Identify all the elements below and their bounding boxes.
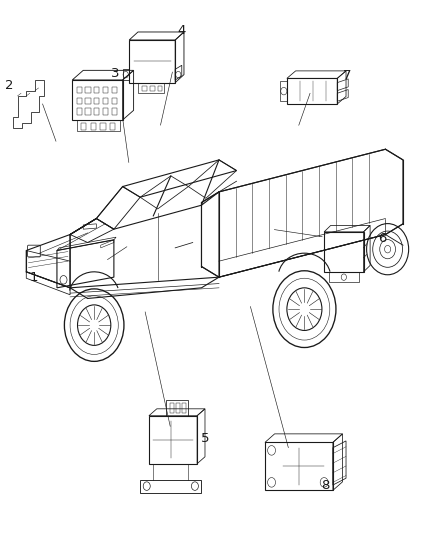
Bar [110, 123, 115, 130]
Bar [103, 98, 108, 104]
Text: 1: 1 [30, 271, 39, 284]
Bar [81, 123, 86, 130]
Bar [103, 87, 108, 93]
Text: 3: 3 [111, 67, 120, 80]
Bar [94, 98, 99, 104]
Bar [85, 87, 91, 93]
Bar [150, 86, 155, 91]
Bar [91, 123, 96, 130]
Bar [112, 87, 117, 93]
Text: 2: 2 [5, 79, 14, 92]
Bar [182, 403, 186, 413]
Bar [158, 86, 162, 91]
Bar [112, 98, 117, 104]
Bar [100, 123, 106, 130]
Text: 7: 7 [343, 69, 352, 82]
Bar [94, 87, 99, 93]
Bar [176, 403, 180, 413]
Text: 8: 8 [321, 479, 329, 491]
Text: 4: 4 [177, 25, 186, 37]
Bar [112, 108, 117, 115]
Bar [142, 86, 147, 91]
Text: 5: 5 [201, 432, 209, 445]
Bar [77, 98, 82, 104]
Bar [94, 108, 99, 115]
Bar [85, 98, 91, 104]
Bar [103, 108, 108, 115]
Text: 6: 6 [378, 232, 386, 245]
Bar [85, 108, 91, 115]
Bar [77, 108, 82, 115]
Bar [170, 403, 174, 413]
Bar [77, 87, 82, 93]
